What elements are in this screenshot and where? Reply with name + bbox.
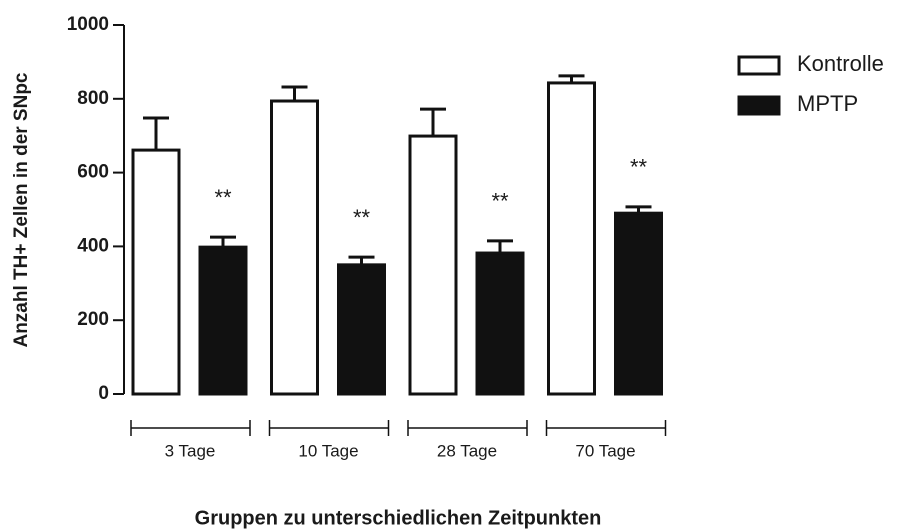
bar (408, 134, 458, 396)
y-tick-label: 200 (77, 309, 109, 330)
x-tick-label: 3 Tage (165, 441, 216, 460)
bar (614, 211, 663, 396)
legend-label: Kontrolle (797, 51, 884, 76)
y-axis-label: Anzahl TH+ Zellen in der SNpc (11, 72, 32, 347)
x-tick-label: 28 Tage (437, 441, 497, 460)
legend-label: MPTP (797, 91, 858, 116)
y-tick-label: 600 (77, 162, 109, 183)
y-tick-label: 1000 (67, 14, 109, 35)
legend-swatch (737, 95, 781, 116)
annotation: ** (353, 205, 371, 230)
annotation: ** (214, 185, 232, 210)
annotation: ** (491, 189, 509, 214)
y-tick-label: 400 (77, 235, 109, 256)
y-tick-label: 800 (77, 88, 109, 109)
bar (270, 99, 319, 396)
bar (198, 245, 248, 396)
bar (337, 263, 386, 396)
x-tick-label: 70 Tage (575, 441, 635, 460)
bar (131, 148, 181, 396)
annotation: ** (630, 155, 648, 180)
x-tick-label: 10 Tage (298, 441, 358, 460)
legend-swatch (737, 55, 781, 76)
bar (547, 81, 596, 396)
y-tick-label: 0 (98, 383, 109, 404)
bar (475, 251, 525, 396)
x-axis-label: Gruppen zu unterschiedlichen Zeitpunkten (195, 507, 602, 529)
